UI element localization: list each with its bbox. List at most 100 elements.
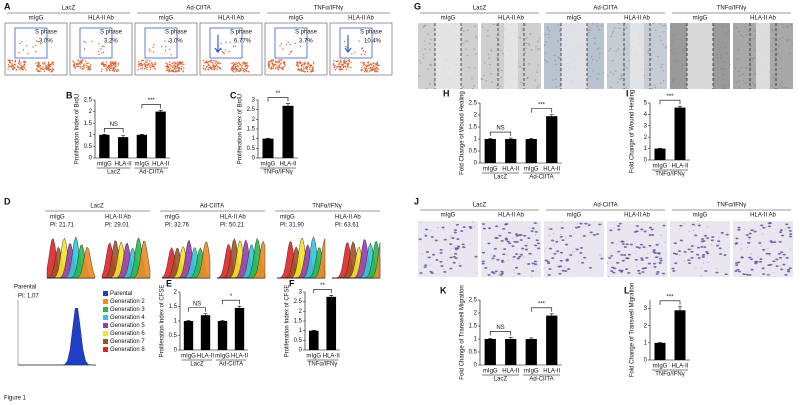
error-bar <box>220 320 225 322</box>
flow-dot <box>175 63 178 65</box>
migrated-cell <box>705 250 709 253</box>
migrated-cell <box>715 271 719 274</box>
cell-texture <box>783 87 785 89</box>
cell-texture <box>745 81 747 84</box>
flow-dot <box>17 62 20 65</box>
migrated-cell <box>778 256 783 259</box>
gate <box>14 27 48 59</box>
category-label: HLA-II <box>279 162 296 168</box>
flow-dot <box>230 67 233 69</box>
pore <box>549 234 551 237</box>
cell-texture <box>595 59 598 62</box>
flow-dot <box>378 64 380 66</box>
y-axis-label: Proliferation Index of CFSE <box>285 285 291 358</box>
pore <box>545 247 547 249</box>
pore <box>560 233 562 236</box>
flow-dot <box>73 62 76 64</box>
flow-dot <box>141 65 143 67</box>
migrated-cell <box>452 261 456 264</box>
y-tick-label: 1.5 <box>469 125 478 131</box>
migrated-cell <box>735 237 739 240</box>
flow-dot <box>86 66 88 69</box>
y-axis-label: Proliferation Index of CFSE <box>160 285 166 358</box>
migrated-cell <box>635 225 640 227</box>
cell-texture <box>528 44 531 47</box>
cell-texture <box>598 47 600 49</box>
migrated-cell <box>654 256 659 259</box>
flow-dot <box>146 68 148 70</box>
group-label: Ad-CIITA <box>529 377 553 383</box>
pore <box>459 262 461 264</box>
flow-dot <box>281 59 283 61</box>
flow-dot <box>241 62 243 64</box>
migrated-cell <box>787 226 791 229</box>
pore <box>564 266 566 268</box>
flow-dot <box>243 63 245 65</box>
y-tick-label: 2.5 <box>469 101 478 107</box>
flow-dot <box>40 68 42 70</box>
bar <box>136 134 148 158</box>
error-bar <box>121 135 126 139</box>
flow-dot <box>111 65 114 67</box>
migrated-cell <box>481 251 486 254</box>
migrated-cell <box>519 253 523 256</box>
cell-texture <box>464 40 467 42</box>
cell-texture <box>674 59 676 62</box>
flow-dot <box>22 64 25 67</box>
migrated-cell <box>735 262 739 264</box>
flow-dot <box>150 64 152 66</box>
migrated-cell <box>770 241 774 244</box>
cell-texture <box>669 84 672 87</box>
flow-dot <box>372 68 375 70</box>
generation-peak <box>277 238 326 279</box>
gate <box>79 27 113 59</box>
generation-peak <box>162 241 211 279</box>
flow-dot <box>276 64 278 66</box>
group-label: TNFα/IFNγ <box>263 170 292 176</box>
y-tick-label: 5 <box>644 101 648 107</box>
migrated-cell <box>777 252 781 255</box>
category-label: HLA-II <box>152 162 169 168</box>
cell-texture <box>738 86 741 89</box>
migrated-cell <box>449 267 453 270</box>
cell-texture <box>778 38 781 40</box>
flow-dot <box>302 68 305 70</box>
migrated-cell <box>456 238 460 241</box>
migrated-cell <box>788 267 792 270</box>
migrated-cell <box>687 262 692 264</box>
flow-dot <box>149 60 151 62</box>
flow-dot <box>247 71 250 73</box>
cell-texture <box>558 30 561 32</box>
cell-texture <box>740 34 743 36</box>
bar <box>484 139 496 163</box>
flow-dot <box>222 51 225 53</box>
pore <box>663 241 665 243</box>
migrated-cell <box>715 244 720 247</box>
migrated-cell <box>652 262 657 265</box>
migrated-cell <box>425 228 429 231</box>
migrated-cell <box>616 261 620 264</box>
pore <box>658 242 660 245</box>
migrated-cell <box>559 235 563 238</box>
flow-dot <box>165 46 167 48</box>
flow-dot <box>174 67 176 69</box>
flow-dot <box>32 46 34 48</box>
flow-dot <box>337 65 340 68</box>
migrated-cell <box>737 270 742 273</box>
group-label: TNFα/IFNγ <box>308 362 337 368</box>
panel-label: E <box>166 278 172 288</box>
cell-texture <box>557 24 560 26</box>
migrated-cell <box>775 258 779 261</box>
flow-dot <box>8 65 11 67</box>
flow-dot <box>149 50 151 52</box>
flow-dot <box>232 45 235 48</box>
flow-dot <box>17 66 19 68</box>
flow-dot <box>146 63 148 66</box>
flow-dot <box>168 48 171 50</box>
cell-texture <box>480 77 483 80</box>
cell-texture <box>598 73 600 75</box>
cell-texture <box>425 87 428 90</box>
migrated-cell <box>492 255 496 257</box>
legend-swatch <box>103 323 108 328</box>
flow-dot <box>300 70 302 72</box>
